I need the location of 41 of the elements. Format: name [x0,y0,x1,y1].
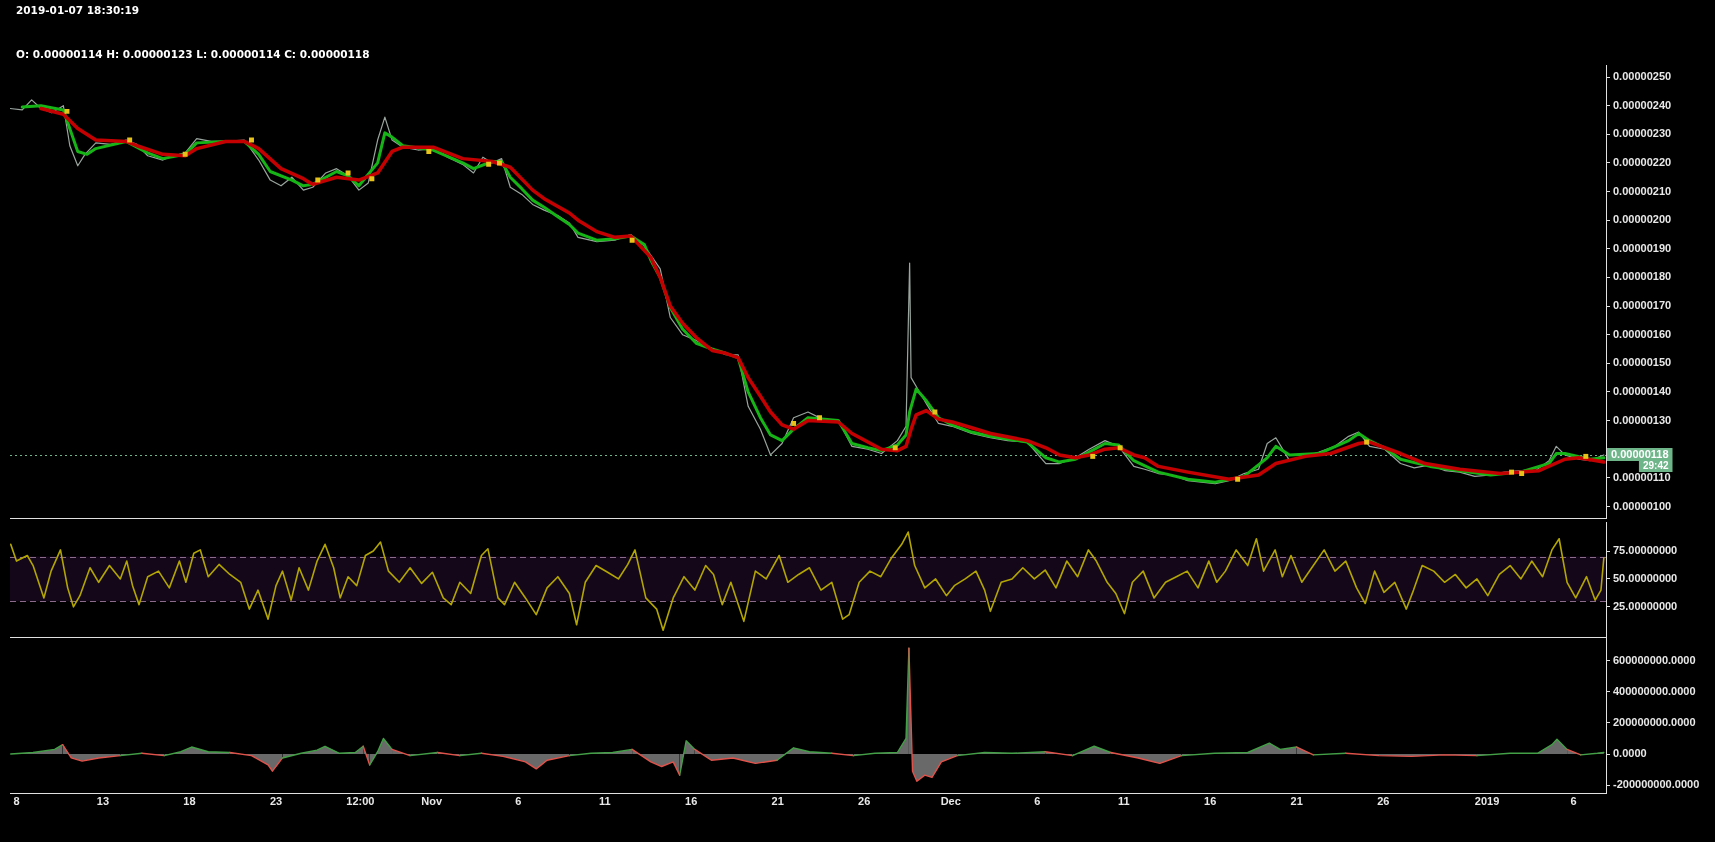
point [486,161,492,167]
y-tick-label: 25.00000000 [1613,599,1678,612]
ref-line-label: 0.00000118 [1611,448,1669,461]
y-tick-label: 0.00000200 [1613,213,1672,226]
point [1090,453,1096,459]
point [345,170,351,176]
text: 29:42 [1642,460,1669,472]
y-tick-label: 0.00000130 [1613,413,1672,426]
point [1117,445,1123,451]
y-tick-label: 0.00000240 [1613,98,1672,111]
point [426,148,432,154]
y-tick-label: 0.00000140 [1613,384,1672,397]
point [64,108,70,114]
point [1509,469,1515,475]
y-tick-label: 0.00000170 [1613,299,1672,312]
y-tick-label: 0.00000210 [1613,184,1672,197]
y-tick-label: 75.00000000 [1613,544,1678,557]
y-tick-label: 50.00000000 [1613,571,1678,584]
chart-subtitle: O: 0.00000114 H: 0.00000123 L: 0.00000114 C: 0.00000118 [16,47,370,60]
chart-title: 2019-01-07 18:30:19 [16,3,140,16]
point [182,151,188,157]
y-tick-label: 0.00000110 [1613,470,1671,483]
point [1583,453,1589,459]
y-tick-label: 0.00000150 [1613,356,1672,369]
y-tick-label: 0.00000250 [1613,70,1672,83]
point [369,176,375,182]
y-tick-label: 0.00000100 [1613,499,1672,512]
y-tick-label: 0.00000180 [1613,270,1672,283]
y-tick-label: 0.00000190 [1613,241,1672,254]
y-tick-label: 0.00000220 [1613,155,1672,168]
point [1235,476,1241,482]
point [892,445,898,451]
point [1364,439,1370,445]
point [496,160,502,166]
point [791,420,797,426]
y-tick-label: 0.00000160 [1613,327,1672,340]
point [315,177,321,183]
point [629,237,635,243]
point [1519,471,1525,477]
point [817,415,823,421]
y-tick-label: 0.00000230 [1613,127,1672,140]
